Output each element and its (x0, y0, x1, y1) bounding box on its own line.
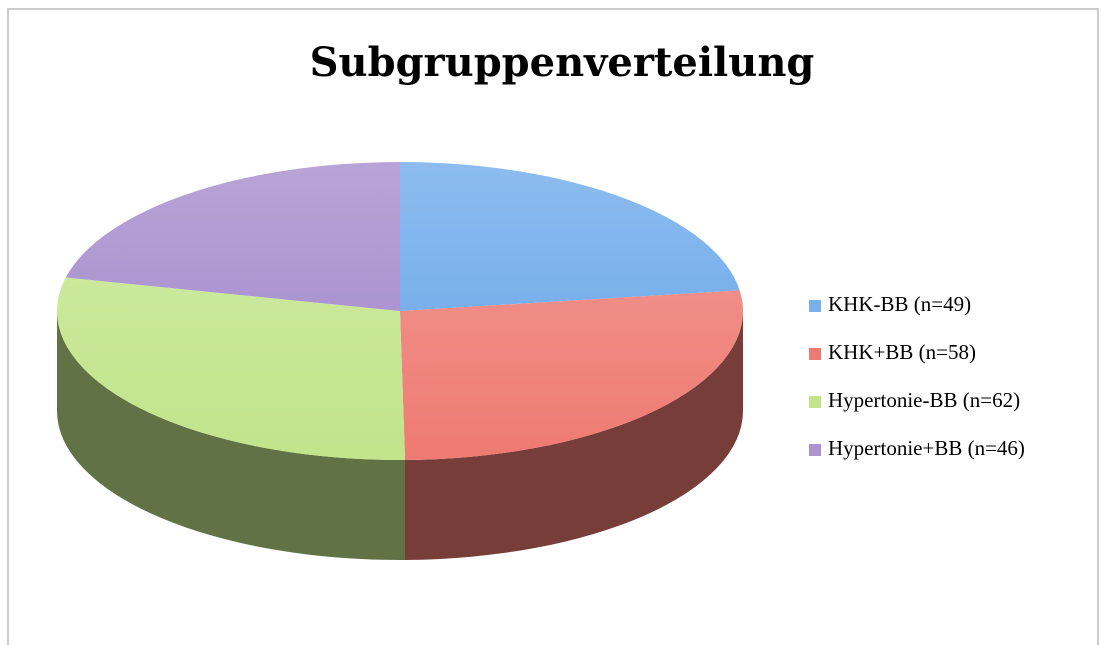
legend-swatch (809, 300, 821, 312)
legend-label: KHK+BB (n=58) (828, 340, 976, 364)
legend-label: Hypertonie+BB (n=46) (828, 436, 1025, 460)
legend-swatch (809, 396, 821, 408)
slice (400, 290, 743, 460)
slice-side (405, 311, 744, 560)
frame (7, 8, 1099, 645)
slice (400, 162, 740, 311)
legend-label: KHK-BB (n=49) (828, 292, 971, 316)
slice (57, 277, 406, 461)
chart-title: Subgruppenverteilung (310, 39, 815, 86)
legend-label: Hypertonie-BB (n=62) (828, 388, 1020, 412)
slice-side (57, 311, 406, 560)
legend-swatch (809, 444, 821, 456)
slice (65, 162, 401, 311)
legend-swatch (809, 348, 821, 360)
